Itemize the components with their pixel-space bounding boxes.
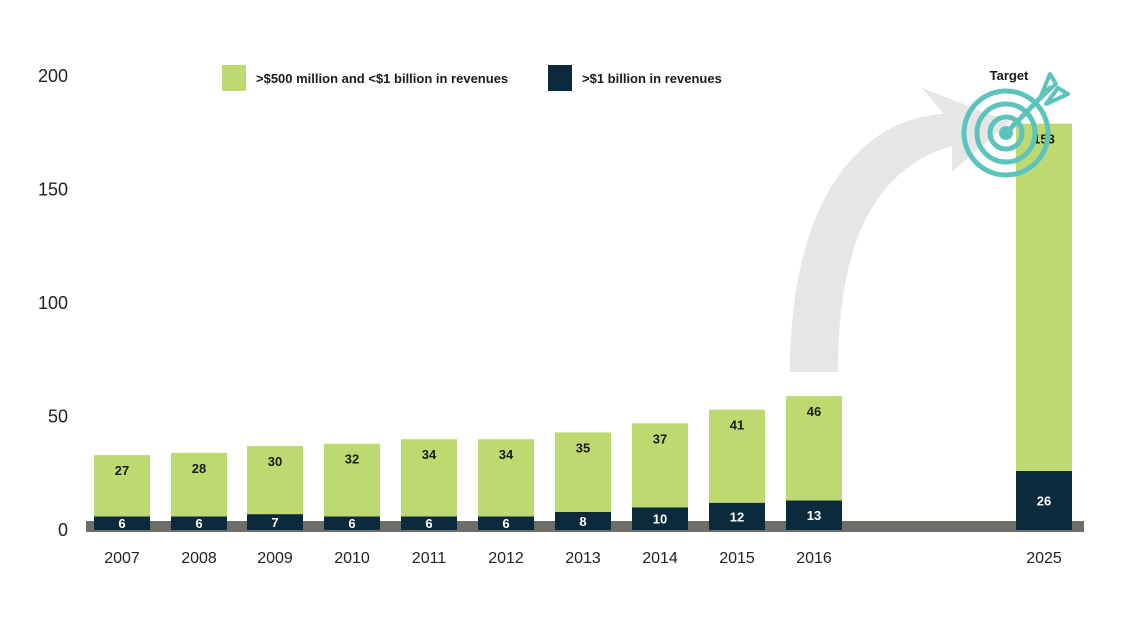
legend-label: >$500 million and <$1 billion in revenue… bbox=[256, 71, 508, 86]
bar-over-1b-2015 bbox=[709, 502, 765, 530]
x-tick-label: 2025 bbox=[1026, 550, 1062, 567]
data-label-2011: 34 bbox=[422, 447, 437, 462]
target-icon bbox=[961, 72, 1070, 178]
x-tick-label: 2011 bbox=[412, 550, 447, 567]
bar-over-1b-2009 bbox=[247, 514, 303, 530]
x-tick-label: 2013 bbox=[565, 550, 601, 567]
data-label-2010: 6 bbox=[348, 516, 355, 531]
x-axis: 2007 2008 2009 2010 2011 2012 2013 2014 2015 2016… bbox=[104, 550, 1062, 567]
data-label-2016: 46 bbox=[807, 404, 821, 419]
x-tick-label: 2014 bbox=[642, 550, 678, 567]
bar-over-1b-2011 bbox=[401, 516, 457, 530]
y-tick-label: 100 bbox=[38, 293, 68, 313]
data-label-2025: 26 bbox=[1037, 493, 1051, 508]
target-ring bbox=[974, 101, 1038, 165]
data-label-2012: 6 bbox=[502, 516, 509, 531]
bar-500m-1b-2008 bbox=[171, 452, 227, 517]
x-tick-label: 2010 bbox=[334, 550, 370, 567]
bar-500m-1b-2010 bbox=[324, 443, 380, 517]
data-label-2014: 37 bbox=[653, 431, 667, 446]
bar-over-1b-2008 bbox=[171, 516, 227, 530]
dart-fletching bbox=[1038, 72, 1070, 106]
x-tick-label: 2012 bbox=[488, 550, 524, 567]
y-tick-label: 50 bbox=[48, 407, 68, 427]
bar-500m-1b-2009 bbox=[247, 446, 303, 515]
bar-500m-1b-2015 bbox=[709, 409, 765, 503]
data-label-2012: 34 bbox=[499, 447, 514, 462]
data-label-2016: 13 bbox=[807, 508, 821, 523]
y-tick-label: 0 bbox=[58, 520, 68, 540]
target-ring bbox=[987, 114, 1025, 152]
data-label-2008: 6 bbox=[195, 516, 202, 531]
bar-500m-1b-2016 bbox=[786, 396, 842, 501]
legend-label: >$1 billion in revenues bbox=[582, 71, 722, 86]
legend: >$500 million and <$1 billion in revenue… bbox=[222, 65, 722, 91]
bar-over-1b-2010 bbox=[324, 516, 380, 530]
data-label-2013: 35 bbox=[576, 440, 590, 455]
bar-over-1b-2012 bbox=[478, 516, 534, 530]
bar-500m-1b-2012 bbox=[478, 439, 534, 517]
data-label-2015: 12 bbox=[730, 509, 744, 524]
bar-over-1b-2025 bbox=[1016, 470, 1072, 530]
legend-swatch bbox=[548, 65, 572, 91]
x-tick-label: 2007 bbox=[104, 550, 140, 567]
data-label-2010: 32 bbox=[345, 452, 359, 467]
bar-over-1b-2007 bbox=[94, 516, 150, 530]
bar-500m-1b-2011 bbox=[401, 439, 457, 517]
bar-500m-1b-2013 bbox=[555, 432, 611, 512]
data-label-2015: 41 bbox=[730, 418, 744, 433]
data-label-2007: 6 bbox=[118, 516, 125, 531]
target-label: Target bbox=[990, 68, 1029, 83]
bar-500m-1b-2025 bbox=[1016, 123, 1072, 471]
data-label-2011: 6 bbox=[425, 516, 432, 531]
data-label-2007: 27 bbox=[115, 463, 129, 478]
y-axis: 0 50 100 150 200 bbox=[38, 66, 68, 540]
data-label-2014: 10 bbox=[653, 512, 667, 527]
x-tick-label: 2009 bbox=[257, 550, 293, 567]
y-tick-label: 150 bbox=[38, 180, 68, 200]
bar-over-1b-2014 bbox=[632, 507, 688, 530]
x-tick-label: 2015 bbox=[719, 550, 755, 567]
legend-swatch bbox=[222, 65, 246, 91]
data-label-2013: 8 bbox=[579, 514, 586, 529]
bar-500m-1b-2007 bbox=[94, 455, 150, 517]
target-annotation: Target bbox=[961, 68, 1070, 178]
bar-500m-1b-2014 bbox=[632, 423, 688, 508]
x-tick-label: 2016 bbox=[796, 550, 832, 567]
bar-over-1b-2013 bbox=[555, 511, 611, 530]
data-label-2009: 30 bbox=[268, 454, 282, 469]
bar-over-1b-2016 bbox=[786, 500, 842, 530]
target-ring bbox=[961, 88, 1051, 178]
growth-arrow bbox=[790, 88, 1010, 372]
y-tick-label: 200 bbox=[38, 66, 68, 86]
data-label-2008: 28 bbox=[192, 461, 206, 476]
data-label-2009: 7 bbox=[271, 515, 278, 530]
x-tick-label: 2008 bbox=[181, 550, 217, 567]
